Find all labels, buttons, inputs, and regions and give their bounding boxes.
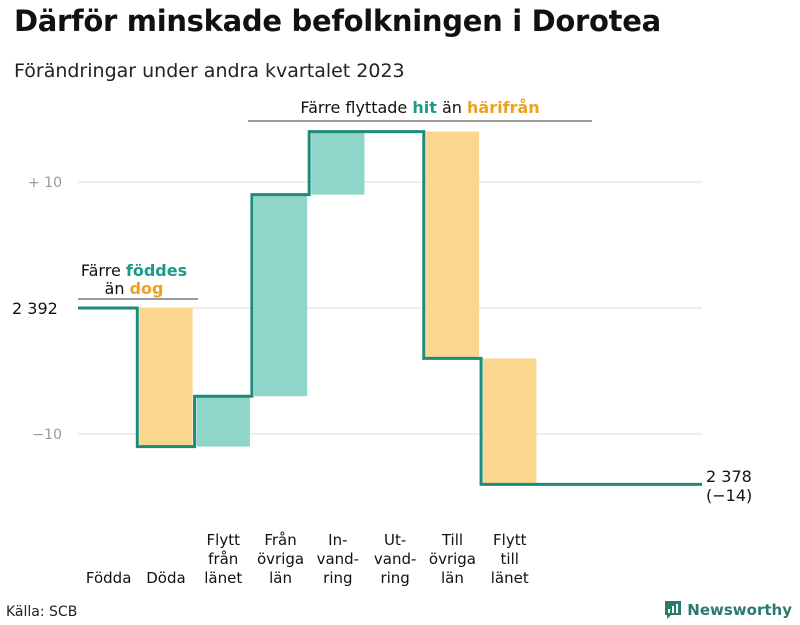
start-value-label: 2 392 (12, 299, 58, 318)
chart-title: Därför minskade befolkningen i Dorotea (14, 4, 661, 38)
x-axis-label: ring (380, 569, 409, 587)
x-axis-label: från (208, 550, 238, 568)
bar (425, 131, 480, 359)
y-tick-label: −10 (32, 427, 62, 443)
svg-text:Färre föddes: Färre föddes (81, 261, 187, 280)
x-axis-label: Flytt (207, 531, 241, 549)
x-axis-label: länet (491, 569, 529, 587)
bars (139, 131, 537, 485)
x-axis-labels: Födda DödaFlyttfrånlänetFrånövrigalänIn-v… (86, 531, 529, 587)
births-annotation: Färre föddes än dog (78, 261, 198, 300)
svg-text:Färre flyttade hit än härifrån: Färre flyttade hit än härifrån (300, 98, 539, 117)
end-value-label: 2 378 (706, 467, 752, 486)
x-axis-label: Från (264, 531, 296, 549)
x-axis-label: övriga (257, 550, 304, 568)
newsworthy-logo-icon (665, 601, 682, 619)
y-tick-labels: + 10 −10 (28, 175, 62, 443)
x-axis-label: Födda (86, 569, 132, 587)
bar (311, 131, 365, 195)
newsworthy-logo: Newsworthy (664, 600, 792, 620)
svg-text:än dog: än dog (105, 279, 164, 298)
bar (196, 396, 250, 447)
y-tick-label: + 10 (28, 175, 62, 191)
x-axis-label: Döda (146, 569, 185, 587)
x-axis-label: Ut- (384, 531, 406, 549)
x-axis-label: länet (204, 569, 242, 587)
x-axis-label: vand- (374, 550, 417, 568)
x-axis-label: län (269, 569, 292, 587)
moves-annotation: Färre flyttade hit än härifrån (248, 98, 592, 122)
x-axis-label: till (501, 550, 519, 568)
x-axis-label: vand- (317, 550, 360, 568)
x-axis-label: In- (328, 531, 347, 549)
x-axis-label: övriga (429, 550, 476, 568)
bar (253, 194, 308, 397)
chart-subtitle: Förändringar under andra kvartalet 2023 (14, 60, 405, 82)
x-axis-label: ring (323, 569, 352, 587)
x-axis-label: Flytt (493, 531, 527, 549)
change-value-label: (−14) (706, 486, 752, 505)
bar (483, 358, 537, 485)
x-axis-label: Till (441, 531, 463, 549)
x-axis-label: län (441, 569, 464, 587)
population-step-line (78, 130, 702, 486)
bar (139, 308, 193, 447)
brand-name: Newsworthy (687, 601, 792, 619)
source-note: Källa: SCB (6, 604, 78, 620)
